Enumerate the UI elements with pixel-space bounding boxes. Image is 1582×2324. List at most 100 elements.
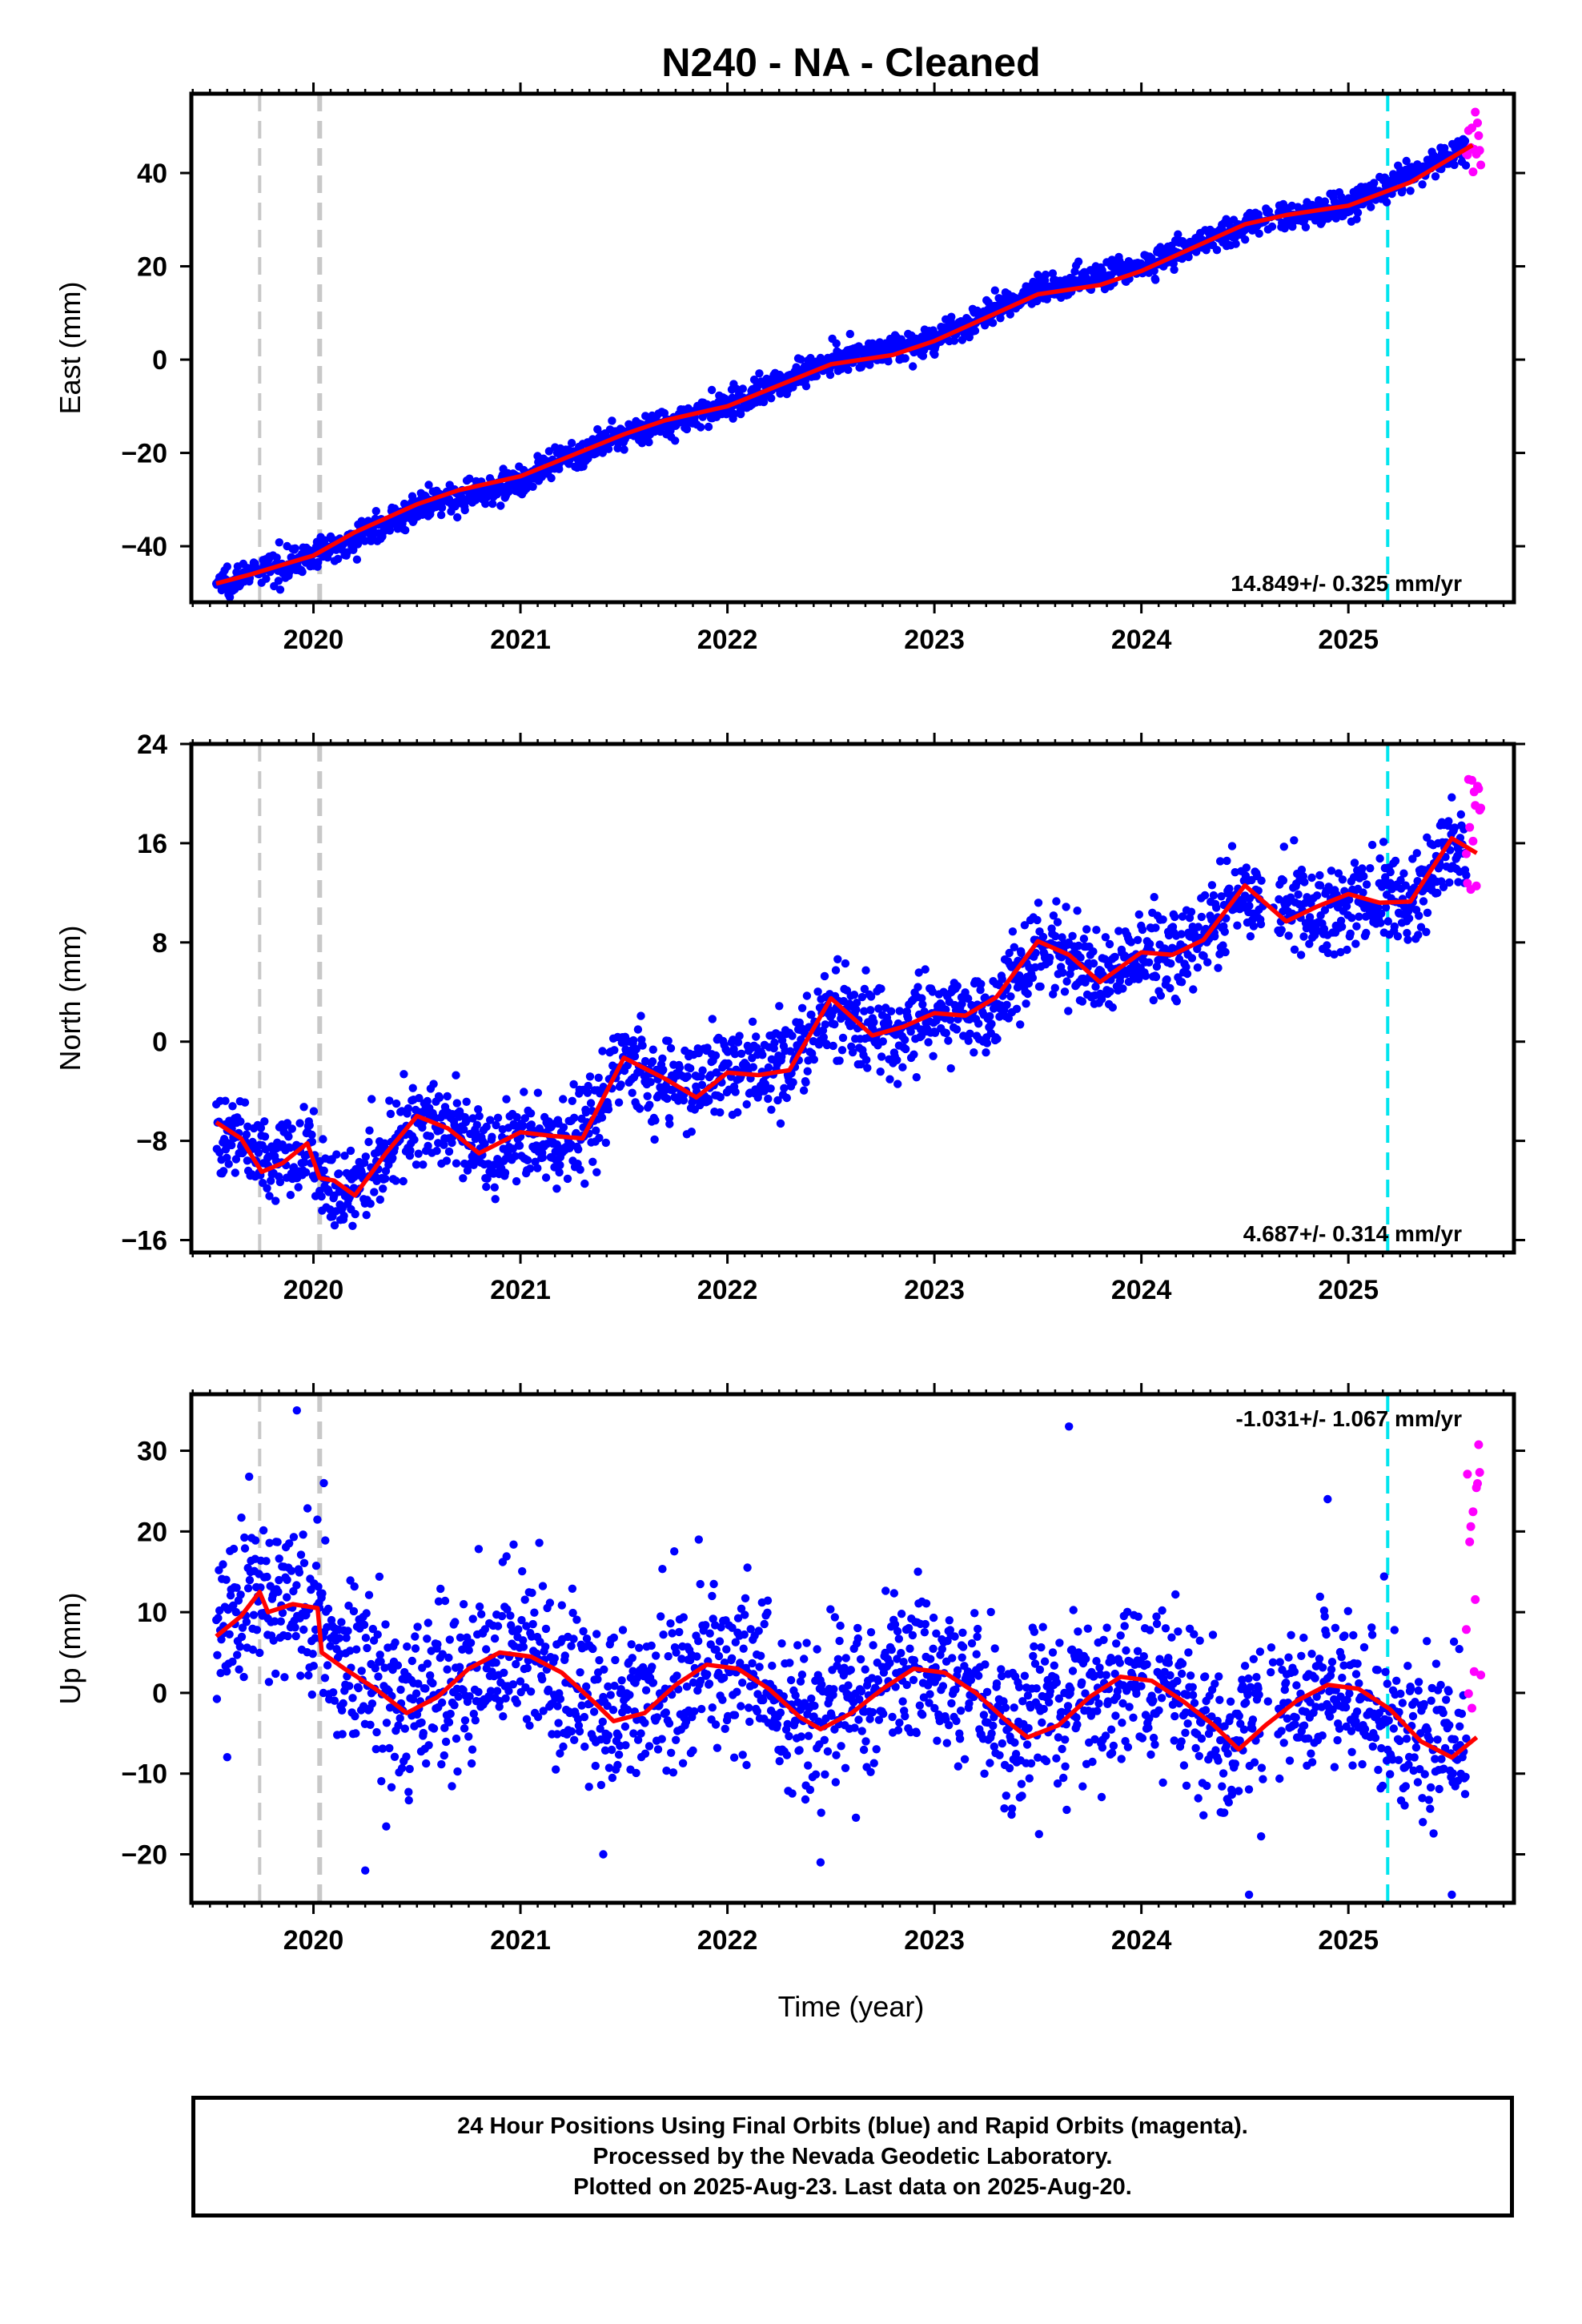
east-data-point — [797, 355, 805, 364]
north-data-point — [1186, 907, 1196, 916]
north-data-point — [1290, 836, 1299, 845]
north-data-point — [1170, 912, 1179, 922]
north-data-point — [1342, 902, 1351, 911]
north-data-point — [929, 1051, 938, 1061]
up-data-point — [544, 1685, 553, 1695]
up-data-point — [754, 1626, 763, 1635]
up-data-point — [263, 1572, 271, 1582]
north-data-point — [1327, 866, 1336, 875]
up-data-point — [715, 1637, 725, 1646]
north-data-point — [966, 1029, 974, 1039]
up-data-point — [450, 1701, 459, 1710]
up-data-point — [240, 1533, 249, 1542]
up-data-point — [727, 1654, 737, 1663]
east-data-point — [844, 365, 853, 374]
up-data-point — [737, 1702, 745, 1711]
up-data-point — [291, 1631, 300, 1641]
up-plot-area — [212, 1394, 1486, 1903]
north-data-point — [822, 1040, 832, 1050]
north-rapid-point — [1468, 836, 1478, 846]
north-data-point — [789, 1078, 797, 1087]
north-data-point — [480, 1140, 489, 1148]
north-data-point — [1290, 945, 1299, 955]
east-data-point — [298, 567, 307, 577]
up-data-point — [320, 1674, 330, 1683]
up-data-point — [656, 1612, 665, 1621]
north-data-point — [830, 1019, 839, 1029]
north-data-point — [400, 1070, 408, 1079]
up-data-point — [367, 1699, 377, 1708]
north-data-point — [813, 987, 822, 996]
north-data-point — [412, 1160, 421, 1169]
north-data-point — [357, 1168, 366, 1177]
north-data-point — [901, 1035, 909, 1044]
east-data-point — [333, 554, 343, 564]
up-data-point — [275, 1554, 283, 1563]
up-data-point — [618, 1626, 628, 1634]
up-panel: 2020 2021 2022 2023 2024 2025−20−100102030Up … — [54, 1383, 1525, 1956]
north-data-point — [1338, 875, 1347, 884]
north-data-point — [586, 1099, 596, 1108]
up-data-point — [239, 1672, 248, 1682]
east-data-point — [408, 492, 417, 501]
up-data-point — [278, 1608, 287, 1618]
north-data-point — [271, 1196, 280, 1205]
up-data-point — [572, 1615, 581, 1624]
east-data-point — [1431, 172, 1440, 181]
north-data-point — [614, 1098, 624, 1107]
north-data-point — [1008, 927, 1018, 936]
north-data-point — [1203, 958, 1212, 967]
up-data-point — [738, 1679, 747, 1687]
east-data-point — [704, 422, 713, 432]
up-data-point — [625, 1691, 634, 1699]
north-data-point — [1330, 950, 1339, 959]
north-data-point — [1315, 870, 1324, 880]
up-data-point — [608, 1706, 618, 1715]
east-data-point — [1202, 246, 1211, 255]
up-data-point — [577, 1701, 586, 1710]
up-data-point — [456, 1633, 465, 1642]
north-data-point — [1377, 909, 1386, 919]
north-data-point — [1064, 1007, 1073, 1015]
north-data-point — [1413, 877, 1422, 886]
up-data-point — [753, 1707, 761, 1716]
north-data-point — [1172, 997, 1182, 1006]
north-data-point — [1194, 923, 1203, 931]
up-data-point — [443, 1665, 452, 1674]
up-data-point — [705, 1679, 714, 1688]
north-data-point — [295, 1119, 304, 1128]
north-data-point — [1391, 856, 1400, 866]
north-data-point — [1050, 983, 1060, 992]
up-data-point — [738, 1751, 747, 1759]
east-data-point — [1406, 187, 1415, 195]
east-data-point — [901, 354, 909, 363]
north-data-point — [523, 1156, 532, 1165]
up-data-point — [229, 1601, 238, 1610]
up-data-point — [283, 1631, 292, 1641]
north-data-point — [1414, 931, 1423, 939]
north-data-point — [511, 1152, 520, 1160]
north-data-point — [452, 1159, 461, 1168]
up-data-point — [264, 1678, 274, 1687]
north-data-point — [1189, 985, 1198, 994]
up-data-point — [474, 1687, 483, 1696]
up-data-point — [235, 1665, 243, 1674]
up-data-point — [712, 1645, 721, 1655]
up-data-point — [335, 1634, 343, 1642]
north-data-point — [319, 1166, 328, 1176]
up-data-point — [287, 1566, 296, 1575]
up-data-point — [405, 1764, 414, 1774]
up-data-point — [285, 1539, 294, 1548]
up-data-point — [440, 1751, 448, 1760]
up-data-point — [739, 1644, 748, 1653]
north-data-point — [648, 1057, 657, 1066]
north-data-point — [1359, 872, 1368, 881]
up-data-point — [628, 1667, 637, 1675]
up-data-point — [303, 1504, 312, 1513]
up-data-point — [759, 1695, 768, 1705]
north-data-point — [893, 1055, 901, 1065]
north-data-point — [1294, 890, 1303, 899]
north-data-point — [375, 1195, 384, 1204]
up-data-point — [396, 1714, 404, 1723]
north-data-point — [703, 1043, 712, 1052]
